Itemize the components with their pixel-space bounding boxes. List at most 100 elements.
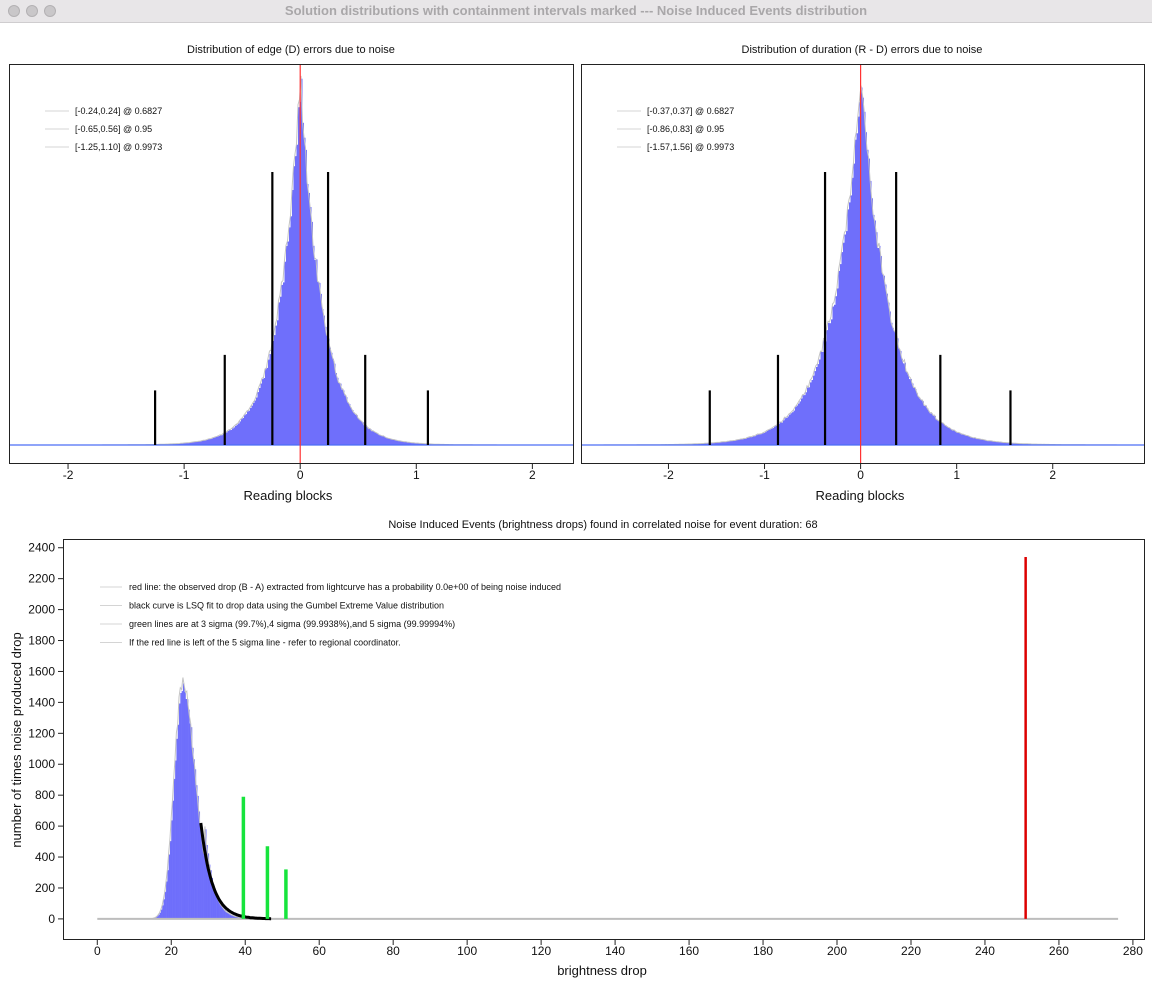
histogram-bar xyxy=(254,400,256,445)
histogram-bar xyxy=(775,425,777,445)
histogram-bar xyxy=(804,395,806,445)
histogram-bar xyxy=(350,407,352,445)
histogram-bar xyxy=(774,426,776,445)
histogram-bar xyxy=(162,905,164,919)
histogram-bar xyxy=(1021,443,1023,445)
close-window-button[interactable] xyxy=(8,5,20,17)
histogram-bar xyxy=(861,87,863,445)
histogram-bar xyxy=(322,309,324,445)
histogram-bar xyxy=(721,442,723,445)
histogram-bar xyxy=(858,116,860,445)
histogram-bar xyxy=(389,438,391,445)
histogram-bar xyxy=(172,800,175,919)
histogram-bar xyxy=(412,442,414,445)
histogram-bar xyxy=(801,398,803,445)
x-axis-label: Reading blocks xyxy=(244,488,333,503)
histogram-bar xyxy=(164,891,167,919)
histogram-bar xyxy=(741,439,743,445)
histogram-bar xyxy=(182,683,185,919)
histogram-bar xyxy=(981,439,983,445)
histogram-bar xyxy=(753,436,755,445)
histogram-bar xyxy=(976,438,978,445)
histogram-bar xyxy=(765,432,767,445)
histogram-bar xyxy=(253,402,255,445)
histogram-bar xyxy=(260,383,262,445)
histogram-bar xyxy=(245,414,247,445)
histogram-bar xyxy=(178,443,180,445)
histogram-bar xyxy=(247,411,249,445)
histogram-bar xyxy=(371,431,373,445)
histogram-bar xyxy=(1002,442,1004,445)
histogram-bar xyxy=(319,282,321,445)
histogram-bar xyxy=(166,881,168,919)
interval-markers xyxy=(154,65,429,463)
legend-label: [-0.37,0.37] @ 0.6827 xyxy=(647,106,734,116)
histogram-bar xyxy=(840,264,842,445)
histogram-bar xyxy=(898,348,900,445)
histogram-bar xyxy=(219,902,221,919)
histogram-bar xyxy=(769,429,771,445)
histogram-bar xyxy=(934,415,936,445)
histogram-bar xyxy=(168,854,171,919)
histogram-bar xyxy=(711,442,713,445)
histogram-bar xyxy=(407,442,409,445)
histogram-bar xyxy=(235,425,237,445)
x-tick-label: 2 xyxy=(1049,468,1056,482)
histogram-bar xyxy=(224,909,226,919)
histogram-bar xyxy=(379,435,381,445)
histogram-bar xyxy=(386,437,388,445)
histogram-bar xyxy=(356,415,358,445)
y-tick-label: 0 xyxy=(48,912,55,926)
histogram-bar xyxy=(171,820,173,919)
histogram-bar xyxy=(964,434,966,445)
histogram-bar xyxy=(871,198,873,445)
histogram-bar xyxy=(397,440,399,445)
chart-duration-errors: Distribution of duration (R - D) errors … xyxy=(581,44,1145,503)
legend-label: [-1.57,1.56] @ 0.9973 xyxy=(647,142,734,152)
chart-title: Distribution of edge (D) errors due to n… xyxy=(187,44,395,56)
histogram-bar xyxy=(359,420,361,445)
histogram-bar xyxy=(1024,443,1026,445)
histogram-bar xyxy=(212,884,215,919)
histogram-bar xyxy=(1015,443,1017,445)
histogram-bar xyxy=(213,889,216,919)
histogram-bar xyxy=(760,434,762,445)
minimize-window-button[interactable] xyxy=(26,5,38,17)
histogram-bar xyxy=(856,133,858,446)
histogram-bar xyxy=(337,377,339,445)
histogram-bar xyxy=(239,421,241,445)
histogram-bar xyxy=(191,747,194,919)
histogram-bar xyxy=(241,419,243,445)
histogram-bar xyxy=(723,441,725,445)
histogram-bar xyxy=(229,914,232,919)
interval-markers xyxy=(708,65,1012,463)
histogram-bar xyxy=(897,338,899,445)
histogram-bar xyxy=(700,443,702,445)
maximize-window-button[interactable] xyxy=(44,5,56,17)
histogram-bar xyxy=(314,260,316,445)
legend-label: [-0.86,0.83] @ 0.95 xyxy=(647,124,724,134)
histogram-bar xyxy=(979,439,981,445)
histogram-bar xyxy=(726,441,728,445)
histogram-bar xyxy=(958,432,960,445)
histogram-bar xyxy=(377,433,379,445)
histogram-bar xyxy=(831,319,833,445)
y-tick-label: 1800 xyxy=(28,634,55,648)
histogram-bar xyxy=(960,433,962,445)
x-axis: 0 20 40 60 80 100 120 140 160 180 200 220 240 260 280 xyxy=(94,940,1143,958)
histogram-bar xyxy=(370,429,372,445)
histogram-bar xyxy=(810,382,812,445)
histogram-bar xyxy=(945,425,947,445)
histogram-bar xyxy=(189,723,191,919)
histogram-bar xyxy=(316,259,318,445)
histogram-bar xyxy=(338,382,340,445)
histogram-bar xyxy=(424,443,426,445)
histogram-bar xyxy=(780,422,782,445)
histogram-bar xyxy=(221,435,223,445)
histogram-bar xyxy=(410,442,412,445)
y-axis-label: number of times noise produced drop xyxy=(9,632,24,847)
histogram-bar xyxy=(793,410,795,445)
chart-edge-errors: Distribution of edge (D) errors due to n… xyxy=(9,44,574,503)
histogram-bar xyxy=(906,372,908,445)
histogram-bar xyxy=(873,214,875,445)
